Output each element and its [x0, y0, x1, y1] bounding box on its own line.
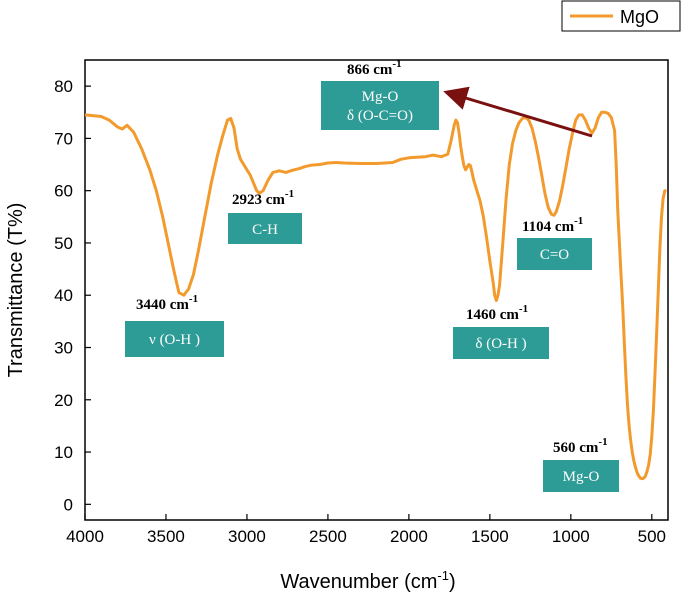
box-text-co: C=O: [540, 247, 569, 263]
y-tick-label: 30: [54, 339, 73, 358]
x-tick-label: 2500: [309, 527, 347, 546]
y-tick-label: 40: [54, 286, 73, 305]
peak-label-1460: 1460 cm-1: [466, 303, 528, 323]
x-tick-label: 4000: [66, 527, 104, 546]
annotation-mgo: 560 cm-1 Mg-O: [543, 436, 619, 492]
annotation-oh-stretch: 3440 cm-1 ν (O-H ): [125, 293, 224, 357]
y-tick-label: 70: [54, 129, 73, 148]
box-text-mgo-560: Mg-O: [563, 469, 600, 485]
annotation-co: 1104 cm-1 C=O: [517, 215, 592, 270]
peak-label-1104: 1104 cm-1: [522, 215, 583, 235]
box-mgo: [543, 460, 619, 492]
legend: MgO: [561, 0, 681, 32]
annotation-ch: 2923 cm-1 C-H: [228, 188, 302, 244]
y-tick-label: 10: [54, 443, 73, 462]
plot-area: [84, 59, 669, 521]
y-tick-label: 20: [54, 391, 73, 410]
box-oh-stretch: [125, 321, 224, 357]
box-mgo-oco: [321, 81, 439, 130]
x-tick-label: 3000: [228, 527, 266, 546]
x-tick-label: 3500: [147, 527, 185, 546]
annotation-arrow: [443, 86, 593, 138]
y-tick-label: 0: [64, 495, 73, 514]
y-tick-label: 80: [54, 77, 73, 96]
peak-label-560: 560 cm-1: [553, 436, 608, 456]
x-tick-label: 2000: [390, 527, 428, 546]
spectrum-line: [84, 110, 667, 481]
x-tick-label: 1500: [471, 527, 509, 546]
annotation-oh-bend: 1460 cm-1 δ (O-H ): [453, 303, 549, 359]
axis-ticks: 4000 3500 3000 2500 2000 1500 1000 500 0 10 20 30 40…: [54, 77, 666, 546]
legend-label: MgO: [620, 7, 659, 27]
x-axis-title: Wavenumber (cm-1): [280, 568, 455, 593]
peak-label-3440: 3440 cm-1: [136, 293, 198, 313]
box-text-mgo: Mg-O: [362, 89, 399, 105]
peak-label-2923: 2923 cm-1: [232, 188, 294, 208]
y-axis-title: Transmittance (T%): [5, 203, 27, 378]
y-tick-label: 50: [54, 234, 73, 253]
x-tick-label: 500: [638, 527, 666, 546]
y-tick-label: 60: [54, 182, 73, 201]
box-co: [517, 238, 592, 270]
annotation-mgo-oco: 866 cm-1 Mg-O δ (O-C=O): [321, 58, 439, 130]
x-tick-label: 1000: [552, 527, 590, 546]
peak-label-866: 866 cm-1: [347, 58, 402, 78]
box-text-oh-stretch: ν (O-H ): [149, 332, 200, 348]
box-oh-bend: [453, 327, 549, 359]
box-text-oco: δ (O-C=O): [347, 108, 413, 124]
box-ch: [228, 213, 302, 244]
box-text-oh-bend: δ (O-H ): [475, 336, 526, 352]
box-text-ch: C-H: [252, 222, 278, 238]
